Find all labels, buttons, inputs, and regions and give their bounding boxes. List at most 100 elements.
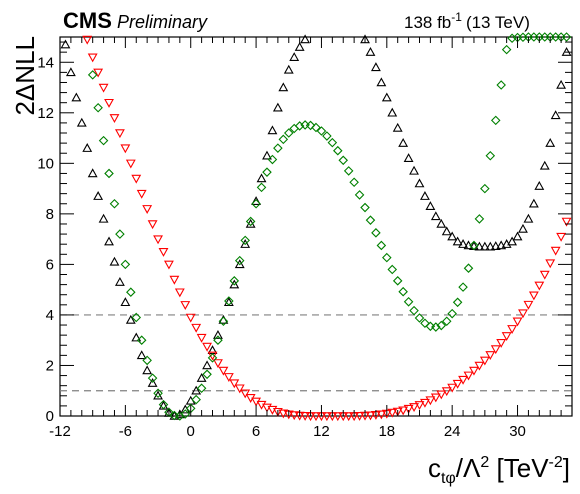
data-point bbox=[458, 375, 468, 385]
data-point bbox=[550, 246, 561, 256]
data-point bbox=[463, 263, 474, 273]
data-point bbox=[436, 390, 447, 400]
data-point bbox=[414, 401, 425, 411]
data-point bbox=[147, 373, 158, 383]
data-point bbox=[354, 411, 365, 421]
data-point bbox=[430, 393, 441, 403]
data-point bbox=[436, 320, 447, 331]
data-point bbox=[262, 150, 272, 160]
data-point bbox=[518, 309, 528, 319]
y-tick-label: 10 bbox=[37, 155, 54, 172]
data-point bbox=[425, 396, 436, 406]
data-point bbox=[311, 412, 321, 422]
data-point bbox=[164, 260, 174, 270]
x-tick-label: 0 bbox=[187, 423, 195, 440]
data-point bbox=[224, 296, 234, 306]
data-point bbox=[300, 411, 311, 421]
data-point bbox=[240, 389, 251, 399]
data-point bbox=[469, 366, 479, 376]
series-1 bbox=[60, 34, 572, 420]
data-point bbox=[349, 177, 359, 188]
data-point bbox=[474, 361, 485, 371]
data-point bbox=[223, 373, 234, 382]
data-point bbox=[213, 359, 223, 369]
data-point bbox=[333, 145, 343, 156]
data-point bbox=[338, 155, 349, 166]
data-point bbox=[528, 198, 539, 208]
data-point bbox=[185, 313, 196, 323]
x-tick-label: 12 bbox=[313, 423, 330, 440]
data-point bbox=[343, 412, 354, 422]
data-point bbox=[512, 317, 523, 327]
status-label: Preliminary bbox=[117, 12, 208, 32]
data-point bbox=[142, 365, 153, 375]
data-point bbox=[164, 407, 174, 417]
data-point bbox=[545, 137, 556, 147]
data-point bbox=[87, 168, 98, 178]
data-point bbox=[60, 39, 71, 49]
data-point bbox=[447, 383, 458, 393]
data-point bbox=[316, 126, 327, 136]
data-point bbox=[153, 235, 163, 245]
data-point bbox=[398, 137, 409, 147]
data-point bbox=[485, 241, 496, 251]
x-tick-label: 30 bbox=[509, 423, 526, 440]
data-point bbox=[365, 411, 376, 421]
data-point bbox=[131, 332, 142, 342]
x-tick-label: -12 bbox=[49, 423, 71, 440]
data-point bbox=[409, 403, 419, 413]
data-point bbox=[114, 129, 125, 139]
data-point bbox=[207, 353, 218, 363]
data-point bbox=[82, 35, 93, 45]
data-point bbox=[496, 240, 507, 250]
data-point bbox=[240, 235, 250, 246]
data-point bbox=[496, 338, 507, 348]
data-point bbox=[376, 410, 387, 420]
data-point bbox=[420, 398, 430, 408]
data-point bbox=[392, 276, 403, 286]
data-point bbox=[469, 240, 479, 251]
data-point bbox=[452, 297, 463, 308]
data-point bbox=[480, 183, 490, 194]
data-point bbox=[294, 41, 305, 51]
data-point bbox=[120, 297, 131, 307]
data-point bbox=[131, 174, 142, 184]
data-point bbox=[311, 122, 321, 133]
data-point bbox=[191, 323, 202, 333]
data-point bbox=[87, 53, 98, 63]
data-point bbox=[196, 372, 207, 382]
data-point bbox=[174, 288, 185, 298]
data-point bbox=[180, 301, 191, 310]
data-point bbox=[392, 407, 403, 417]
data-point bbox=[485, 150, 496, 161]
data-point bbox=[262, 167, 272, 177]
data-point bbox=[501, 239, 512, 248]
data-point bbox=[240, 239, 251, 248]
data-point bbox=[371, 228, 381, 238]
data-point bbox=[414, 313, 425, 323]
data-point bbox=[490, 115, 501, 126]
y-tick-label: 0 bbox=[46, 408, 54, 425]
data-point bbox=[387, 107, 398, 117]
data-point bbox=[125, 314, 136, 324]
data-point bbox=[234, 255, 245, 266]
data-point bbox=[147, 220, 158, 230]
data-point bbox=[109, 256, 120, 266]
data-point bbox=[463, 371, 474, 381]
data-point bbox=[267, 125, 278, 135]
data-point bbox=[425, 201, 436, 211]
data-point bbox=[458, 282, 468, 292]
data-point bbox=[289, 52, 300, 61]
data-point bbox=[120, 259, 131, 270]
data-point bbox=[191, 385, 202, 395]
data-point bbox=[218, 316, 229, 327]
x-tick-label: 24 bbox=[444, 423, 461, 440]
data-point bbox=[93, 191, 104, 200]
data-point bbox=[202, 360, 212, 370]
y-tick-label: 14 bbox=[37, 54, 54, 71]
data-point bbox=[523, 300, 534, 310]
data-point bbox=[202, 342, 212, 352]
